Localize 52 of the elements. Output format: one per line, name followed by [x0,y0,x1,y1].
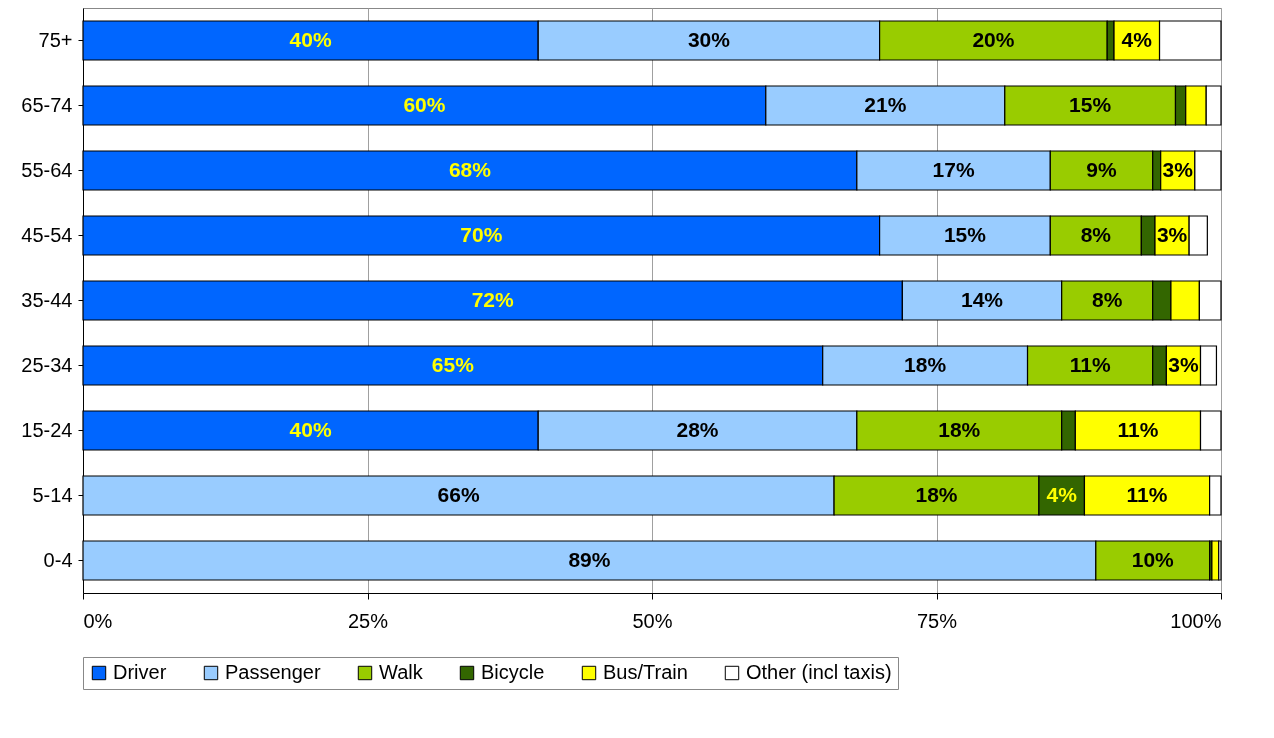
data-label: 14% [961,287,1004,311]
legend-label: Walk [379,661,424,683]
y-tick-label: 75+ [38,28,73,51]
data-label: 9% [1086,157,1118,181]
data-label: 3% [1162,157,1194,181]
data-label: 28% [676,417,719,441]
data-label: 68% [448,157,492,181]
y-tick-label: 35-44 [21,288,73,311]
data-label: 18% [904,352,947,376]
data-label: 89% [568,547,611,571]
data-label: 60% [403,92,446,116]
data-label: 4% [1121,27,1153,51]
x-tick-label: 25% [347,609,389,632]
y-tick-label: 45-54 [21,223,73,246]
legend-label: Bicycle [481,661,545,683]
data-label: 4% [1046,482,1078,506]
data-label: 65% [431,352,475,376]
x-tick-label: 50% [632,609,673,632]
data-label: 10% [1131,547,1175,571]
data-label: 11% [1126,482,1168,506]
data-label: 3% [1156,222,1188,246]
data-label: 70% [460,222,503,246]
data-label: 18% [915,482,958,506]
data-label: 15% [1069,92,1112,116]
data-label: 15% [943,222,987,246]
data-label: 11% [1069,352,1111,376]
data-label: 17% [932,157,975,181]
legend-label: Other (incl taxis) [746,661,892,683]
data-label: 3% [1168,352,1199,376]
y-tick-label: 15-24 [21,418,73,441]
x-tick-label: 0% [83,609,113,632]
x-tick-label: 75% [916,609,958,632]
legend-label: Passenger [225,661,321,683]
data-label: 11% [1117,417,1159,441]
y-tick-label: 25-34 [21,353,73,376]
data-label: 8% [1080,222,1112,246]
data-label: 20% [972,27,1015,51]
legend-label: Driver [113,661,167,683]
x-tick-label: 100% [1170,609,1222,632]
data-label: 30% [687,27,731,51]
data-label: 72% [471,287,515,311]
data-label: 8% [1092,287,1123,311]
y-tick-label: 5-14 [32,483,73,506]
legend-label: Bus/Train [603,661,688,683]
data-label: 66% [437,482,480,506]
y-tick-label: 55-64 [21,158,73,181]
data-label: 40% [289,27,332,51]
data-label: 18% [938,417,981,441]
data-label: 21% [864,92,907,116]
y-tick-label: 0-4 [43,548,73,571]
y-tick-label: 65-74 [21,93,73,116]
data-label: 40% [289,417,332,441]
